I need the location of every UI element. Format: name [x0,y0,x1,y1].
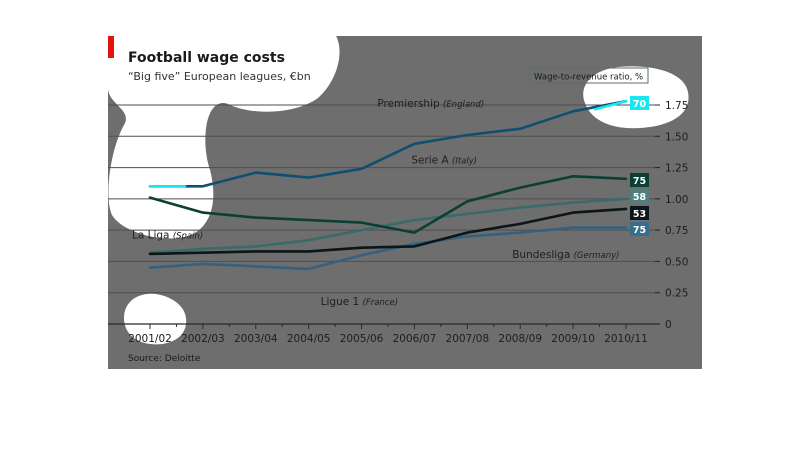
ratio-badge-value: 53 [633,209,646,220]
x-tick-label: 2005/06 [340,333,384,345]
x-axis: 2001/02 2002/03 2003/04 2004/05 2005/06 2006/… [128,324,648,345]
series-line-ligue-1 [148,226,628,271]
y-tick-label: 0.75 [665,225,688,237]
x-tick-label: 2007/08 [446,333,490,345]
y-tick-label: 0.50 [665,256,688,268]
y-tick-label: 0.25 [665,288,688,300]
y-tick-label: 0 [665,319,672,331]
ratio-label-box [529,67,649,84]
source-note: Source: Deloitte [128,354,201,364]
highlight-blob-bottom-left-inner [142,310,168,330]
x-tick-label: 2006/07 [393,333,437,345]
x-tick-label: 2002/03 [181,333,225,345]
series-labels: Premiership (England) Serie A (Italy) La L… [132,98,619,308]
x-tick-label: 2003/04 [234,333,278,345]
series-label-ligue-1: Ligue 1 (France) [321,296,398,308]
series-label-premiership: Premiership (England) [377,98,484,110]
series-line-premiership [148,99,628,188]
ratio-badge [630,206,649,220]
gridlines [108,104,660,325]
series-line-bundesliga [148,207,628,256]
y-tick-label: 1.75 [665,100,688,112]
y-tick-label: 1.50 [665,131,688,143]
series-highlight-premiership-end [593,99,628,111]
ratio-badge-value: 75 [633,225,646,236]
ratio-badge-value: 70 [633,99,647,110]
ratio-badge-value: 75 [633,176,646,187]
x-tick-label: 2009/10 [551,333,595,345]
ratio-badge-value: 58 [633,192,647,203]
ratio-badge [630,96,649,110]
series-lines [148,99,628,271]
y-tick-label: 1.00 [665,194,688,206]
ratio-badge [630,189,649,203]
ratio-badge [630,173,649,187]
series-label-la-liga: La Liga (Spain) [132,230,203,242]
series-label-bundesliga: Bundesliga (Germany) [512,249,619,261]
y-tick-label: 1.25 [665,163,688,175]
ratio-label: Wage-to-revenue ratio, % [534,73,643,83]
series-line-serie-a [148,175,628,234]
x-tick-label: 2001/02 [128,333,172,345]
x-tick-label: 2008/09 [498,333,542,345]
x-tick-label: 2004/05 [287,333,331,345]
ratio-badge [630,222,649,236]
chart-subtitle: “Big five” European leagues, €bn [128,70,311,83]
title-accent-bar [108,36,114,58]
y-axis: 0 0.25 0.50 0.75 1.00 1.25 1.50 1.75 [655,100,688,331]
x-tick-label: 2010/11 [604,333,648,345]
series-label-serie-a: Serie A (Italy) [411,154,477,166]
chart-title: Football wage costs [128,50,285,66]
ratio-badges: 70 75 58 53 75 [630,96,649,236]
series-line-la-liga [148,197,628,254]
